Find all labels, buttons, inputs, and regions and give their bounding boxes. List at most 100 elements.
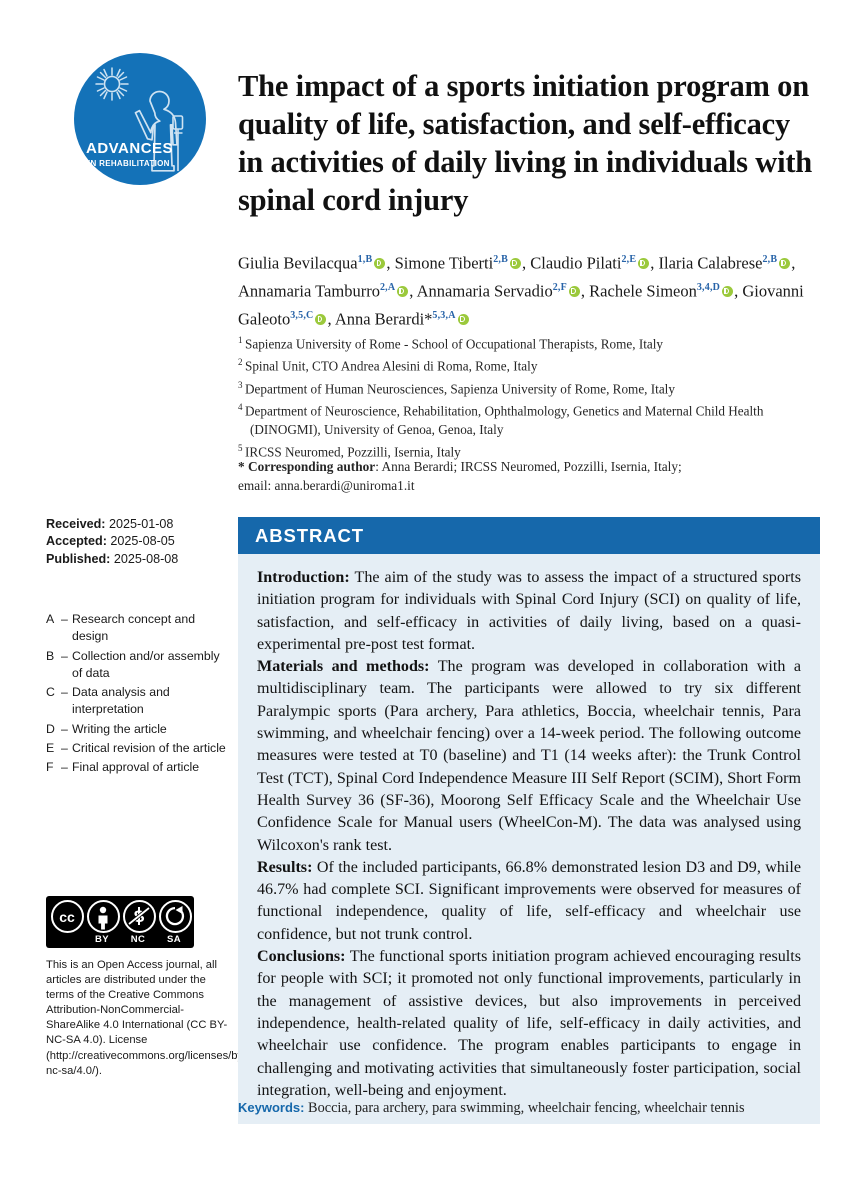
logo-subtitle-text: IN REHABILITATION (88, 159, 170, 168)
contribution-text: Writing the article (72, 721, 167, 736)
affiliation-text: Spinal Unit, CTO Andrea Alesini di Roma,… (245, 358, 538, 374)
svg-text:cc: cc (59, 909, 75, 925)
abstract-paragraph: Conclusions: The functional sports initi… (257, 946, 801, 1102)
keywords-values: Boccia, para archery, para swimming, whe… (304, 1100, 745, 1116)
orcid-icon[interactable] (722, 285, 734, 297)
cc-sa-label: SA (167, 934, 181, 945)
corresponding-author-note: * Corresponding author: Anna Berardi; IR… (238, 458, 820, 495)
contribution-dash: – (61, 685, 68, 700)
contribution-dash: – (61, 741, 68, 756)
contribution-dash: – (61, 760, 68, 775)
logo-artwork: ADVANCES IN REHABILITATION (86, 67, 184, 172)
author-affiliation-marker: 2,B (493, 254, 508, 265)
author-name: Claudio Pilati (530, 253, 622, 273)
date-label: Received: (46, 517, 106, 531)
abstract-section-label: Conclusions: (257, 948, 346, 966)
contribution-row: D – Writing the article (46, 721, 228, 738)
author-name: Annamaria Tamburro (238, 281, 380, 301)
abstract-section-text: The aim of the study was to assess the i… (257, 569, 801, 653)
author-affiliation-marker: 3,5,C (290, 310, 314, 321)
date-row: Accepted: 2025-08-05 (46, 533, 226, 550)
contribution-text: Final approval of article (72, 760, 200, 775)
author-name: Ilaria Calabrese (658, 253, 763, 273)
creative-commons-badge: cc S BY NC SA (46, 896, 194, 948)
affiliation-item: 1 Sapienza University of Rome - School of… (238, 331, 820, 353)
affiliation-text: Department of Neuroscience, Rehabilitati… (245, 403, 764, 437)
contribution-row: E – Critical revision of the article (46, 740, 228, 757)
orcid-icon[interactable] (374, 257, 386, 269)
author-name: Simone Tiberti (394, 253, 494, 273)
contribution-dash: – (61, 612, 68, 626)
orcid-icon[interactable] (509, 257, 521, 269)
article-title: The impact of a sports initiation progra… (238, 69, 813, 218)
abstract-paragraph: Introduction: The aim of the study was t… (257, 567, 801, 656)
author-list: Giulia Bevilacqua1,B, Simone Tiberti2,B,… (238, 253, 804, 329)
contribution-text: Data analysis and interpretation (72, 685, 170, 717)
contribution-row: C – Data analysis and interpretation (46, 684, 228, 719)
affiliation-item: 5 IRCSS Neuromed, Pozzilli, Isernia, Ital… (238, 439, 820, 461)
affiliation-number: 1 (238, 335, 243, 345)
abstract-section-label: Materials and methods: (257, 658, 430, 676)
orcid-icon[interactable] (568, 285, 580, 297)
abstract-paragraph: Materials and methods: The program was d… (257, 656, 801, 857)
orcid-icon[interactable] (638, 257, 650, 269)
logo-circle: ADVANCES IN REHABILITATION (74, 53, 206, 185)
contribution-row: B – Collection and/or assembly of data (46, 648, 228, 683)
affiliation-number: 5 (238, 443, 243, 454)
keywords-label: Keywords: (238, 1100, 305, 1115)
corresponding-author-email[interactable]: email: anna.berardi@uniroma1.it (238, 477, 415, 493)
author-affiliation-marker: 3,4,D (696, 282, 721, 293)
contribution-dash: – (61, 648, 68, 663)
date-value: 2025-08-05 (110, 534, 175, 549)
author-affiliation-marker: 2,F (552, 282, 567, 293)
date-row: Published: 2025-08-08 (46, 551, 226, 568)
abstract-body: Introduction: The aim of the study was t… (238, 554, 820, 1125)
journal-logo: ADVANCES IN REHABILITATION (74, 53, 206, 185)
publication-dates: Received: 2025-01-08 Accepted: 2025-08-05… (46, 516, 226, 568)
abstract-section-label: Results: (257, 858, 313, 876)
author-affiliation-marker: 2,E (621, 254, 637, 265)
affiliation-number: 4 (238, 402, 243, 413)
author-name: Rachele Simeon (589, 281, 697, 301)
contribution-letter: E (46, 741, 55, 756)
date-value: 2025-08-08 (113, 551, 179, 566)
cc-sa-icon (159, 900, 192, 933)
orcid-icon[interactable] (315, 313, 327, 325)
abstract-section-text: Of the included participants, 66.8% demo… (257, 858, 801, 943)
cc-by-label: BY (95, 934, 109, 945)
author-affiliation-marker: 1,B (357, 254, 373, 265)
orcid-icon[interactable] (779, 257, 791, 269)
affiliation-text: Sapienza University of Rome - School of … (245, 336, 663, 352)
affiliation-item: 3 Department of Human Neurosciences, Sapi… (238, 376, 820, 398)
date-value: 2025-01-08 (109, 517, 174, 531)
logo-title-text: ADVANCES (86, 140, 173, 157)
abstract-heading: ABSTRACT (238, 517, 820, 554)
contribution-text: Critical revision of the article (72, 741, 226, 756)
abstract-section-text: The functional sports initiation program… (257, 948, 801, 1099)
orcid-icon[interactable] (397, 285, 409, 297)
contribution-letter: B (46, 648, 55, 663)
author-affiliation-marker: 5,3,A (432, 310, 456, 321)
contribution-row: F – Final approval of article (46, 759, 228, 776)
share-alike-glyph (165, 906, 185, 926)
abstract-section-label: Introduction: (257, 569, 350, 586)
affiliation-number: 3 (238, 379, 243, 390)
date-row: Received: 2025-01-08 (46, 516, 226, 533)
date-label: Published: (46, 551, 111, 566)
affiliation-item: 2 Spinal Unit, CTO Andrea Alesini di Roma… (238, 353, 820, 375)
contribution-letter: A (46, 612, 55, 626)
license-text: This is an Open Access journal, all arti… (46, 959, 247, 1077)
cc-nc-label: NC (130, 934, 146, 945)
affiliation-text: Department of Human Neurosciences, Sapie… (245, 381, 675, 397)
cc-nc-icon: S (123, 900, 156, 933)
contribution-text: Research concept and design (72, 612, 196, 644)
person-glyph (98, 906, 108, 930)
abstract-paragraph: Results: Of the included participants, 6… (257, 857, 801, 946)
contribution-row: A – Research concept and design (46, 611, 228, 646)
affiliation-list: 1 Sapienza University of Rome - School of… (238, 331, 820, 462)
orcid-icon[interactable] (457, 313, 469, 325)
cc-glyph: cc (59, 909, 75, 925)
contribution-text: Collection and/or assembly of data (72, 648, 220, 680)
author-name: Giulia Bevilacqua (238, 253, 358, 273)
author-affiliation-marker: 2,B (762, 254, 778, 265)
